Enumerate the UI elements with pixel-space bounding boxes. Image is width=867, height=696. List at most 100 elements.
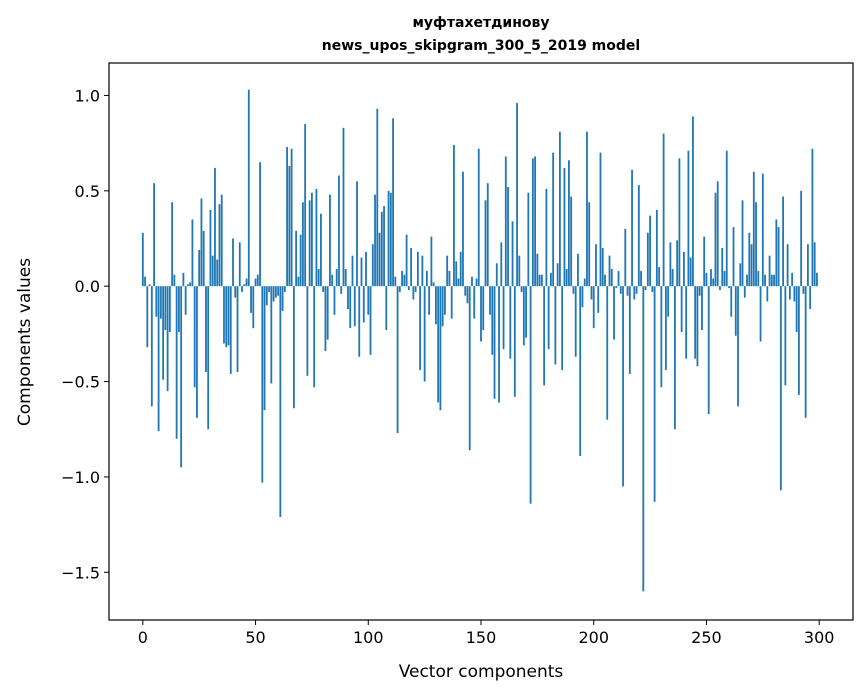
bar-263 [734,286,737,336]
bar-124 [421,255,424,287]
bar-80 [322,286,325,292]
bar-203 [599,152,602,287]
bar-91 [347,286,349,310]
bar-178 [543,286,546,386]
bar-269 [748,232,751,287]
bar-218 [633,286,636,300]
bar-30 [209,209,212,287]
bar-140 [457,278,460,287]
bar-183 [554,286,557,365]
bar-202 [597,286,600,313]
bar-52 [259,162,261,287]
bar-98 [362,286,365,323]
bar-26 [200,198,203,287]
x-tick-label: 50 [245,628,265,647]
bar-82 [326,286,329,340]
bar-37 [225,286,228,348]
bar-173 [531,158,534,287]
bar-190 [570,196,573,287]
bar-279 [770,274,773,287]
bar-66 [290,148,293,287]
bar-174 [534,156,537,287]
bar-170 [525,286,527,338]
bar-233 [667,286,670,317]
bar-136 [448,270,451,287]
bar-159 [500,242,503,287]
bar-153 [486,183,489,287]
bar-268 [746,274,748,287]
chart-title: муфтахетдинову [412,15,549,31]
bar-197 [586,131,588,287]
bar-59 [274,286,277,298]
bar-250 [705,272,708,287]
bar-221 [640,270,642,287]
bar-60 [277,286,279,296]
bar-298 [813,242,816,287]
bar-123 [419,286,422,371]
bar-280 [773,274,775,287]
bar-226 [651,286,654,292]
y-tick-label: 0.0 [75,277,100,296]
bar-200 [592,286,595,329]
bar-49 [252,286,255,329]
bar-22 [191,219,194,287]
bar-252 [710,269,712,287]
bar-196 [583,278,586,287]
bar-224 [646,232,649,287]
bar-217 [631,169,633,287]
bar-274 [759,286,762,342]
bar-185 [559,131,561,287]
bar-14 [173,274,176,287]
bar-89 [342,127,345,287]
bar-16 [177,286,180,332]
bar-102 [371,244,374,287]
bar-293 [802,286,805,294]
bar-296 [809,286,812,310]
bar-85 [333,286,336,315]
bar-105 [378,232,381,287]
bar-70 [299,234,302,287]
bar-11 [166,286,169,392]
bar-195 [581,286,584,308]
bar-259 [725,150,728,287]
bar-69 [297,276,300,287]
bar-253 [712,278,715,287]
bar-39 [229,286,232,374]
bar-29 [207,286,210,430]
bar-116 [403,274,406,287]
bar-115 [401,270,403,287]
bar-288 [791,272,794,287]
bar-62 [281,286,284,311]
bar-32 [214,167,216,287]
bar-23 [193,286,196,388]
bar-87 [338,175,340,287]
bar-219 [635,286,638,294]
bar-55 [265,286,268,306]
bar-215 [626,286,629,296]
bar-3 [148,284,151,287]
bar-35 [220,194,223,287]
bar-235 [671,269,674,287]
bar-53 [261,286,264,483]
y-axis-ticks: 1.0 0.5 0.0 −0.5 −1.0 −1.5 [61,86,109,582]
bar-166 [516,103,518,287]
bar-238 [678,158,681,287]
bar-148 [475,278,478,287]
bar-260 [728,286,730,289]
bar-144 [466,286,469,304]
bar-227 [653,286,656,502]
bar-157 [495,263,498,287]
bar-232 [664,286,667,371]
bar-297 [811,148,814,287]
bar-146 [471,276,473,287]
bar-275 [761,173,764,287]
bar-106 [380,211,383,287]
bar-33 [216,259,219,287]
bar-110 [389,192,392,287]
bar-86 [335,269,338,287]
bar-1 [144,276,146,287]
bar-182 [552,152,555,287]
bar-61 [279,286,282,517]
bar-175 [536,253,539,287]
bar-38 [227,286,230,346]
